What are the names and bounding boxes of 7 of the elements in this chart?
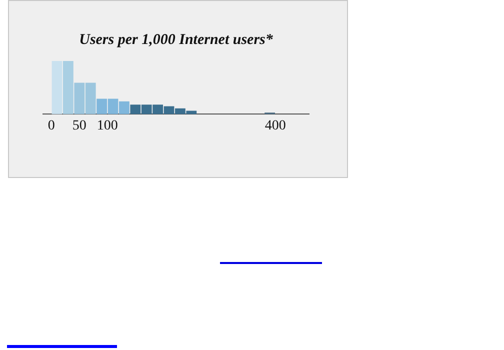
- x-tick-label: 0: [48, 118, 55, 134]
- bar: [52, 61, 62, 114]
- bar: [62, 61, 74, 114]
- x-tick-label: 100: [96, 118, 118, 134]
- x-tick-label: 400: [264, 118, 286, 134]
- x-tick-label: 50: [72, 118, 86, 134]
- chart-title: Users per 1,000 Internet users*: [79, 32, 274, 48]
